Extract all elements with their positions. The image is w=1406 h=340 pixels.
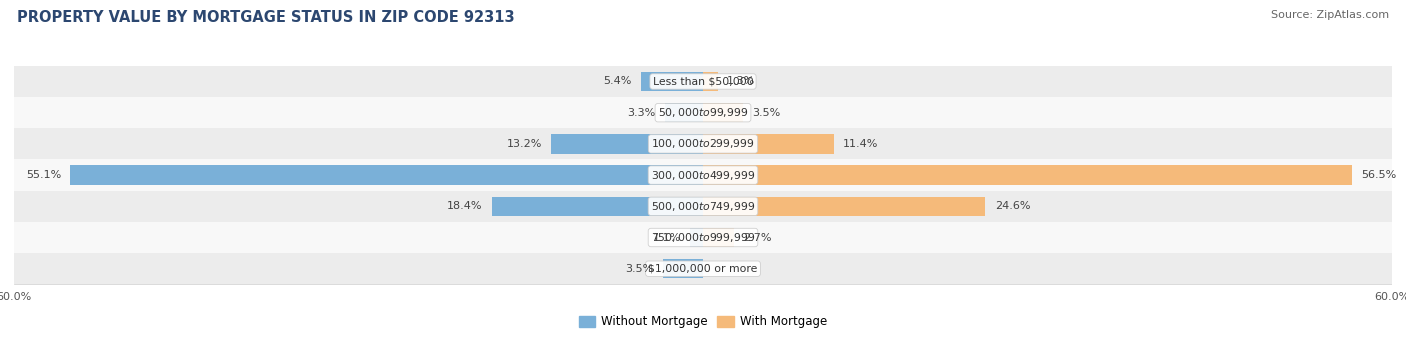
Text: $100,000 to $299,999: $100,000 to $299,999 [651, 137, 755, 150]
Bar [703, 197, 986, 216]
Bar [14, 97, 1392, 128]
Text: 1.3%: 1.3% [727, 76, 755, 86]
Text: 55.1%: 55.1% [25, 170, 60, 180]
Text: 3.5%: 3.5% [752, 108, 780, 118]
Bar [703, 134, 834, 154]
Text: $750,000 to $999,999: $750,000 to $999,999 [651, 231, 755, 244]
Text: 24.6%: 24.6% [994, 201, 1031, 211]
Text: 18.4%: 18.4% [447, 201, 482, 211]
Bar [703, 166, 1351, 185]
Text: $50,000 to $99,999: $50,000 to $99,999 [658, 106, 748, 119]
Bar [14, 159, 1392, 191]
Bar [703, 103, 744, 122]
Text: $300,000 to $499,999: $300,000 to $499,999 [651, 169, 755, 182]
Bar [690, 228, 703, 247]
Bar [665, 103, 703, 122]
Bar [14, 222, 1392, 253]
Bar [14, 191, 1392, 222]
Text: 11.4%: 11.4% [844, 139, 879, 149]
Text: Source: ZipAtlas.com: Source: ZipAtlas.com [1271, 10, 1389, 20]
Bar [70, 166, 703, 185]
Text: 3.3%: 3.3% [627, 108, 657, 118]
Text: 13.2%: 13.2% [508, 139, 543, 149]
Text: 5.4%: 5.4% [603, 76, 631, 86]
Text: $1,000,000 or more: $1,000,000 or more [648, 264, 758, 274]
Text: $500,000 to $749,999: $500,000 to $749,999 [651, 200, 755, 213]
Bar [641, 72, 703, 91]
Text: 3.5%: 3.5% [626, 264, 654, 274]
Bar [703, 228, 734, 247]
Bar [14, 253, 1392, 284]
Text: 2.7%: 2.7% [744, 233, 772, 242]
Bar [662, 259, 703, 278]
Bar [703, 72, 718, 91]
Bar [14, 66, 1392, 97]
Text: Less than $50,000: Less than $50,000 [652, 76, 754, 86]
Bar [551, 134, 703, 154]
Text: PROPERTY VALUE BY MORTGAGE STATUS IN ZIP CODE 92313: PROPERTY VALUE BY MORTGAGE STATUS IN ZIP… [17, 10, 515, 25]
Text: 56.5%: 56.5% [1361, 170, 1396, 180]
Bar [492, 197, 703, 216]
Legend: Without Mortgage, With Mortgage: Without Mortgage, With Mortgage [574, 311, 832, 333]
Text: 1.1%: 1.1% [652, 233, 681, 242]
Bar [14, 128, 1392, 159]
